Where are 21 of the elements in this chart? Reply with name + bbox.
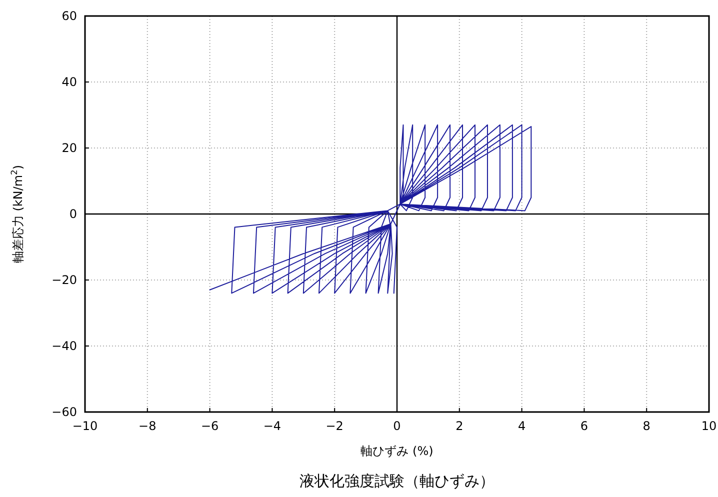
xtick: 2: [456, 419, 464, 433]
line-series: [209, 124, 532, 294]
text: 液状化強度試験（軸ひずみ）: [300, 472, 494, 490]
xtick: −8: [138, 419, 156, 433]
x-axis-title: 軸ひずみ (%): [360, 444, 434, 458]
xtick: 8: [642, 419, 650, 433]
xtick: 0: [393, 419, 401, 433]
y-tick-label: 0: [69, 207, 77, 221]
xtick: −4: [263, 419, 282, 433]
xtick: 10: [701, 419, 717, 433]
xtick: 4: [518, 419, 526, 433]
y-tick-label: 20: [62, 141, 77, 155]
xtick: −6: [200, 419, 219, 433]
y-tick-label: −20: [52, 273, 77, 287]
y-tick-label: −60: [52, 405, 77, 419]
y-tick-label: −40: [52, 339, 77, 353]
xtick: 6: [580, 419, 588, 433]
xtick: −10: [72, 419, 98, 433]
y-tick-label: 40: [62, 75, 77, 89]
xtick: −2: [326, 419, 344, 433]
y-tick-label: 60: [62, 9, 77, 23]
